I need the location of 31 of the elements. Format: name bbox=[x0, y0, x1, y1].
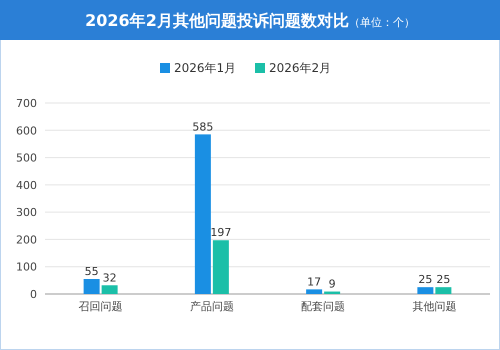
y-tick-label: 100 bbox=[16, 260, 37, 274]
bar bbox=[84, 278, 100, 294]
data-label: 585 bbox=[192, 120, 214, 134]
y-tick-label: 300 bbox=[16, 206, 37, 220]
y-tick-label: 700 bbox=[16, 97, 37, 110]
x-tick-label: 召回问题 bbox=[78, 300, 123, 313]
legend-label: 2026年1月 bbox=[174, 61, 236, 75]
x-tick-label: 产品问题 bbox=[190, 300, 234, 313]
data-label: 55 bbox=[84, 264, 99, 278]
data-label: 197 bbox=[210, 226, 232, 240]
data-label: 25 bbox=[436, 273, 450, 286]
data-label: 25 bbox=[418, 273, 432, 286]
y-tick-label: 200 bbox=[16, 233, 37, 246]
x-tick-label: 其他问题 bbox=[412, 300, 456, 313]
y-tick-label: 0 bbox=[30, 288, 37, 301]
bar bbox=[417, 287, 434, 294]
legend-label: 2026年2月 bbox=[269, 61, 332, 75]
bar bbox=[212, 240, 229, 294]
bar bbox=[435, 287, 452, 294]
bar bbox=[102, 285, 118, 294]
bar bbox=[306, 289, 322, 294]
data-label: 9 bbox=[328, 278, 336, 291]
data-label: 17 bbox=[307, 275, 322, 288]
y-tick-label: 400 bbox=[16, 178, 37, 192]
y-tick-label: 500 bbox=[16, 152, 37, 165]
chart-subtitle: （单位：个） bbox=[348, 16, 415, 29]
bar bbox=[194, 134, 211, 294]
data-label: 32 bbox=[102, 271, 117, 284]
chart-title: 2026年2月其他问题投诉问题数对比 bbox=[85, 11, 349, 30]
x-tick-label: 配套问题 bbox=[301, 300, 346, 313]
y-tick-label: 600 bbox=[16, 124, 37, 138]
